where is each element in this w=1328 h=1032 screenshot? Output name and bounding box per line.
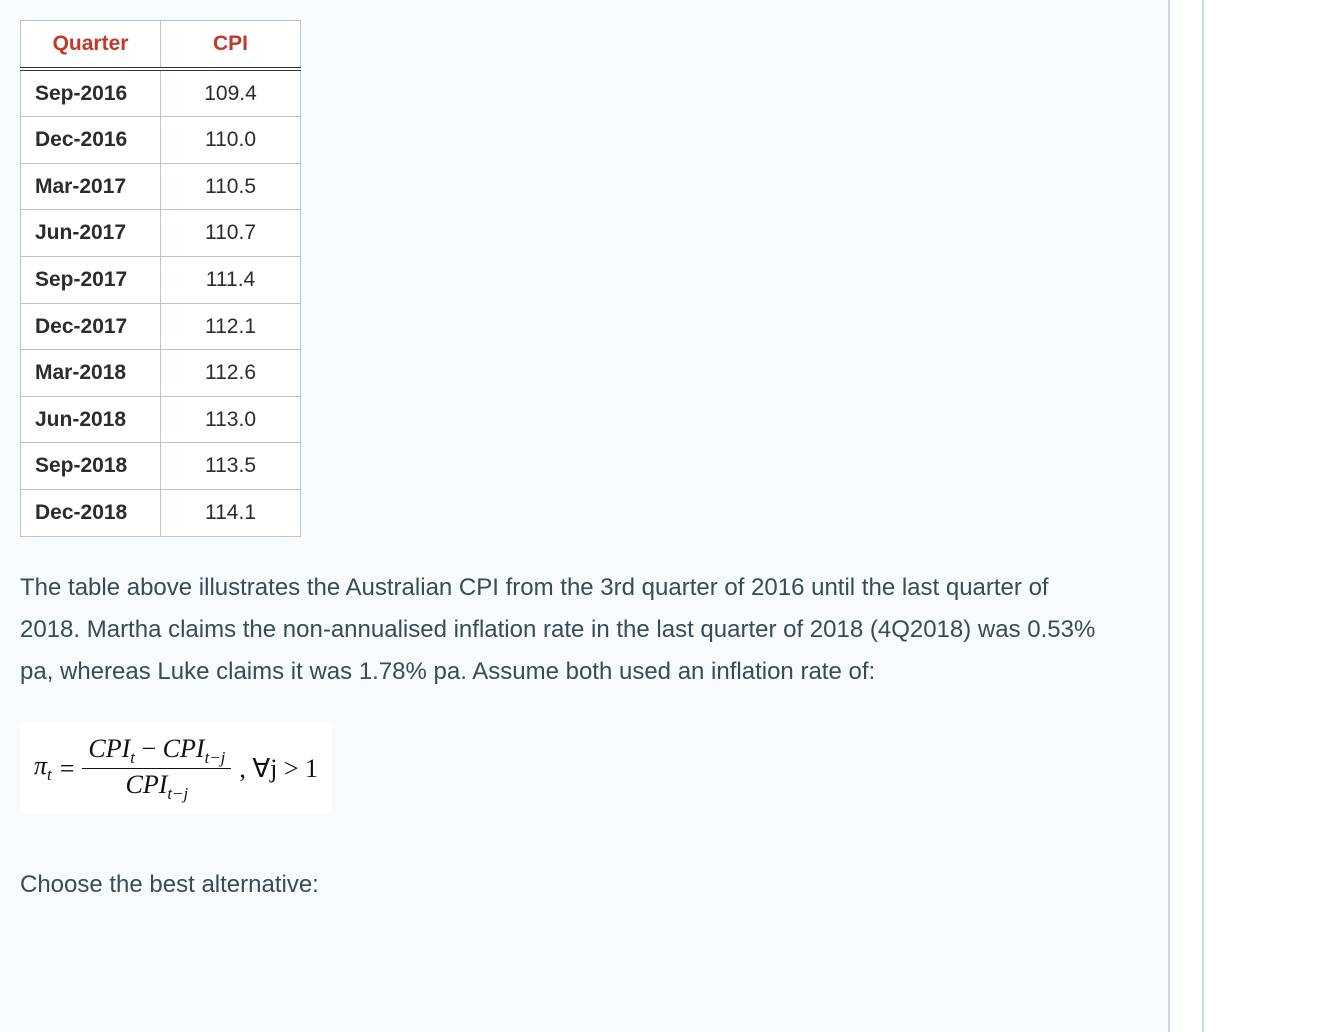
- table-row: Mar-2017110.5: [21, 163, 301, 210]
- cell-quarter: Sep-2018: [21, 443, 161, 490]
- cell-cpi: 110.0: [161, 117, 301, 164]
- question-paragraph-2: Choose the best alternative:: [20, 864, 1100, 906]
- table-row: Jun-2017110.7: [21, 210, 301, 257]
- right-panel-edge: [1168, 0, 1328, 1032]
- cell-quarter: Mar-2018: [21, 350, 161, 397]
- cell-quarter: Dec-2017: [21, 303, 161, 350]
- question-paragraph-1: The table above illustrates the Australi…: [20, 567, 1100, 693]
- cell-cpi: 109.4: [161, 69, 301, 117]
- cell-quarter: Mar-2017: [21, 163, 161, 210]
- table-row: Dec-2017112.1: [21, 303, 301, 350]
- cell-cpi: 111.4: [161, 256, 301, 303]
- cell-quarter: Dec-2018: [21, 489, 161, 536]
- formula-eq: =: [60, 754, 75, 784]
- cell-cpi: 112.6: [161, 350, 301, 397]
- cpi-table: Quarter CPI Sep-2016109.4Dec-2016110.0Ma…: [20, 20, 301, 537]
- cell-cpi: 113.5: [161, 443, 301, 490]
- table-row: Mar-2018112.6: [21, 350, 301, 397]
- formula-fraction: CPIt − CPIt−j CPIt−j: [82, 733, 231, 805]
- table-row: Dec-2016110.0: [21, 117, 301, 164]
- table-row: Sep-2016109.4: [21, 69, 301, 117]
- cell-quarter: Jun-2017: [21, 210, 161, 257]
- table-row: Sep-2017111.4: [21, 256, 301, 303]
- inflation-formula: πt = CPIt − CPIt−j CPIt−j , ∀j > 1: [20, 723, 332, 815]
- cell-cpi: 112.1: [161, 303, 301, 350]
- formula-denominator: CPIt−j: [120, 769, 195, 804]
- formula-lhs: πt: [34, 751, 52, 785]
- formula-numerator: CPIt − CPIt−j: [82, 733, 231, 768]
- cell-cpi: 114.1: [161, 489, 301, 536]
- table-row: Sep-2018113.5: [21, 443, 301, 490]
- cell-cpi: 110.5: [161, 163, 301, 210]
- cell-quarter: Sep-2017: [21, 256, 161, 303]
- table-row: Jun-2018113.0: [21, 396, 301, 443]
- table-body: Sep-2016109.4Dec-2016110.0Mar-2017110.5J…: [21, 69, 301, 536]
- col-header-cpi: CPI: [161, 21, 301, 69]
- cell-quarter: Jun-2018: [21, 396, 161, 443]
- formula-tail: , ∀j > 1: [239, 754, 318, 784]
- cell-quarter: Dec-2016: [21, 117, 161, 164]
- col-header-quarter: Quarter: [21, 21, 161, 69]
- table-row: Dec-2018114.1: [21, 489, 301, 536]
- cell-quarter: Sep-2016: [21, 69, 161, 117]
- cell-cpi: 113.0: [161, 396, 301, 443]
- table-header-row: Quarter CPI: [21, 21, 301, 69]
- cell-cpi: 110.7: [161, 210, 301, 257]
- question-content: Quarter CPI Sep-2016109.4Dec-2016110.0Ma…: [0, 0, 1168, 1032]
